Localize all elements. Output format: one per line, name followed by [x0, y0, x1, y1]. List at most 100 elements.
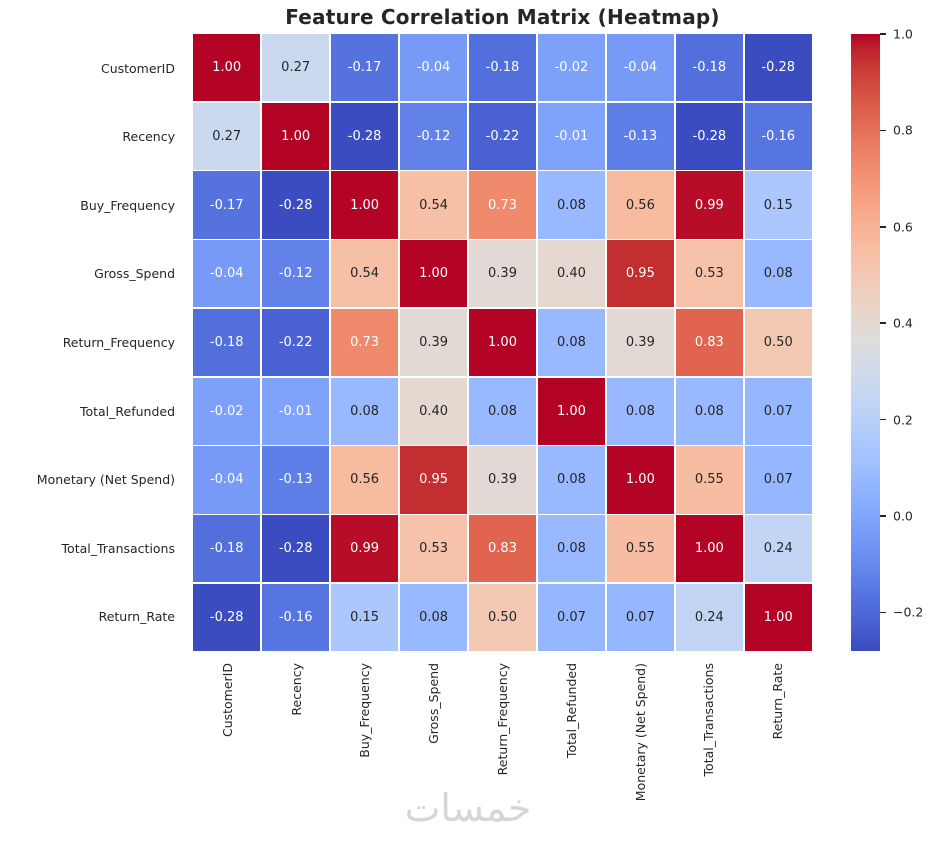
heatmap-cell: -0.12: [261, 240, 330, 308]
heatmap-cell: 0.08: [744, 240, 812, 308]
heatmap-cell: -0.04: [606, 34, 675, 102]
cell-value: -0.02: [554, 60, 589, 76]
heatmap-cell: 0.53: [399, 515, 468, 583]
heatmap-cell: -0.01: [537, 102, 606, 170]
cell-value: -0.12: [278, 266, 313, 282]
heatmap-cell: 1.00: [468, 308, 537, 377]
heatmap-cell: 0.99: [675, 171, 744, 239]
heatmap-cell: 0.08: [468, 377, 537, 445]
colorbar-tickmark: [880, 515, 886, 517]
colorbar-tick-labels: 1.0 0.8 0.6 0.4 0.2 0.0 −0.2: [880, 27, 941, 651]
heatmap-cell: 0.27: [193, 102, 261, 170]
cell-value: -0.01: [278, 403, 313, 419]
y-tick-label: Return_Frequency: [62, 335, 175, 351]
colorbar-tickmark: [880, 129, 886, 132]
cell-value: 0.07: [763, 472, 793, 488]
heatmap-cell: 0.07: [744, 377, 812, 445]
colorbar-tick-label: −0.2: [893, 604, 924, 620]
cell-value: 0.50: [763, 334, 793, 350]
heatmap-cell: 0.24: [675, 583, 744, 651]
cell-value: 0.50: [488, 609, 517, 625]
heatmap-cell: 0.15: [744, 171, 812, 239]
cell-value: -0.28: [761, 60, 796, 76]
colorbar-tick-label: 0.2: [893, 412, 913, 428]
colorbar-tick-label: 0.6: [893, 219, 913, 235]
cell-value: 0.83: [488, 541, 517, 557]
cell-value: 0.08: [694, 403, 724, 419]
heatmap-cell: 0.95: [399, 446, 468, 514]
heatmap-cell: 0.08: [537, 515, 606, 583]
cell-value: -0.04: [209, 472, 244, 488]
heatmap-cell: 0.08: [537, 308, 606, 377]
colorbar-tickmark: [880, 33, 886, 35]
x-tick-label: Recency: [288, 663, 304, 716]
y-tick-label: Gross_Spend: [94, 266, 175, 282]
cell-value: 1.00: [625, 472, 655, 488]
cell-value: 0.15: [350, 609, 380, 625]
x-tick-label: Gross_Spend: [426, 663, 442, 744]
cell-value: 0.24: [694, 609, 724, 625]
cell-value: -0.28: [209, 609, 244, 625]
heatmap-cell: 0.07: [744, 446, 812, 514]
heatmap-cell: -0.17: [330, 34, 399, 102]
cell-value: -0.12: [416, 128, 451, 144]
x-tick-label-cell: Monetary (Net Spend): [606, 663, 675, 835]
cell-value: 0.27: [212, 128, 242, 144]
heatmap-cell: 0.39: [606, 308, 675, 377]
heatmap-cell: -0.13: [261, 446, 330, 514]
cell-value: 0.08: [556, 334, 586, 350]
heatmap-cell: 0.53: [675, 240, 744, 308]
heatmap-cell: -0.16: [744, 102, 812, 170]
heatmap-cell: 0.08: [330, 377, 399, 445]
x-tick-label: Total_Transactions: [701, 663, 717, 777]
cell-value: 0.24: [763, 541, 793, 557]
colorbar-tickmark: [880, 611, 886, 614]
heatmap-cell: -0.18: [675, 34, 744, 102]
x-tick-label-cell: Total_Transactions: [674, 663, 743, 835]
cell-value: 1.00: [488, 334, 517, 350]
heatmap-cell: -0.13: [606, 102, 675, 170]
cell-value: -0.28: [278, 541, 313, 557]
heatmap-cell: -0.28: [261, 171, 330, 239]
cell-value: 0.08: [763, 266, 793, 282]
heatmap-cell: 1.00: [606, 446, 675, 514]
cell-value: -0.13: [623, 128, 658, 144]
cell-value: -0.28: [347, 128, 382, 144]
x-tick-label-cell: Buy_Frequency: [331, 663, 400, 835]
cell-value: 0.95: [625, 266, 655, 282]
cell-value: 0.07: [556, 609, 586, 625]
heatmap-cell: -0.02: [193, 377, 261, 445]
cell-value: 0.27: [281, 60, 311, 76]
heatmap-cell: 1.00: [330, 171, 399, 239]
cell-value: -0.04: [209, 266, 244, 282]
colorbar-tickmark: [880, 226, 886, 228]
heatmap-cell: 0.50: [744, 308, 812, 377]
cell-value: 0.53: [419, 541, 449, 557]
heatmap-cell: 0.39: [468, 446, 537, 514]
cell-value: 0.39: [625, 334, 655, 350]
cell-value: 0.55: [625, 541, 655, 557]
cell-value: 1.00: [763, 609, 793, 625]
cell-value: 0.08: [419, 609, 449, 625]
x-tick-label: Buy_Frequency: [357, 663, 373, 758]
heatmap-cell: 1.00: [537, 377, 606, 445]
cell-value: 1.00: [694, 541, 724, 557]
y-axis-tick-labels: CustomerID Recency Buy_Frequency Gross_Spen…: [0, 34, 184, 651]
cell-value: -0.18: [209, 334, 244, 350]
cell-value: -0.16: [278, 609, 313, 625]
cell-value: -0.18: [209, 541, 244, 557]
cell-value: 0.40: [556, 266, 586, 282]
colorbar-gradient: [851, 34, 880, 651]
heatmap-cell: 0.08: [537, 171, 606, 239]
cell-value: 0.08: [350, 403, 380, 419]
cell-value: -0.01: [554, 128, 589, 144]
heatmap-cell: -0.18: [193, 515, 261, 583]
x-tick-label: Total_Refunded: [563, 663, 579, 759]
cell-value: 0.08: [488, 403, 517, 419]
heatmap-cell: -0.18: [193, 308, 261, 377]
heatmap-cell: 0.08: [606, 377, 675, 445]
heatmap-cell: -0.04: [399, 34, 468, 102]
colorbar-tickmark: [880, 322, 886, 324]
cell-value: 1.00: [212, 60, 242, 76]
cell-value: -0.22: [485, 128, 520, 144]
